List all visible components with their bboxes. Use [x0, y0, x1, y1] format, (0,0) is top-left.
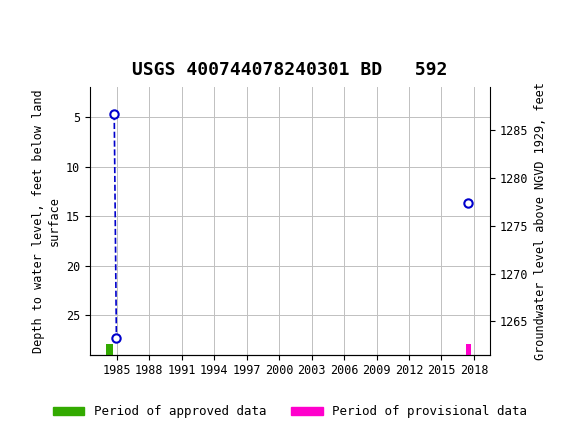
- Legend: Period of approved data, Period of provisional data: Period of approved data, Period of provi…: [48, 400, 532, 424]
- Y-axis label: Depth to water level, feet below land
surface: Depth to water level, feet below land su…: [32, 89, 60, 353]
- Bar: [466, 344, 470, 356]
- Bar: [106, 344, 113, 356]
- Text: USGS 400744078240301 BD   592: USGS 400744078240301 BD 592: [132, 61, 448, 79]
- Y-axis label: Groundwater level above NGVD 1929, feet: Groundwater level above NGVD 1929, feet: [534, 82, 547, 360]
- Text: USGS: USGS: [44, 9, 107, 29]
